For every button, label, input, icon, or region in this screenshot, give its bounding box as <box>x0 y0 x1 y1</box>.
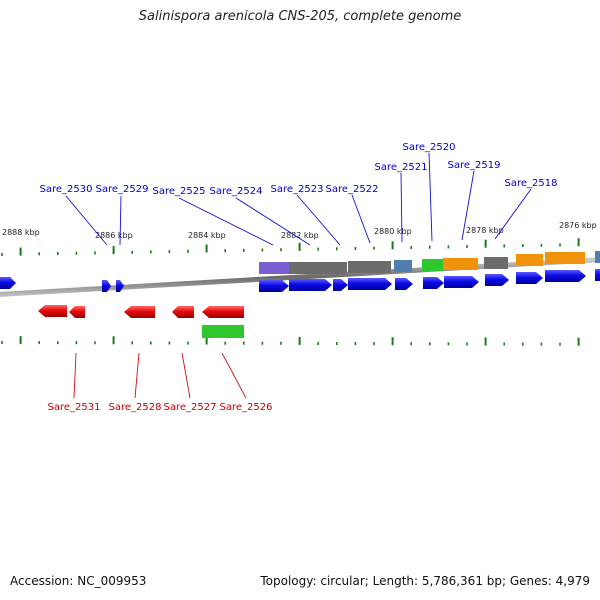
forward-gene-arrow[interactable] <box>0 277 16 289</box>
scale-ticks-top <box>1 238 580 256</box>
feature-band <box>595 251 600 263</box>
reverse-gene-arrow[interactable] <box>172 306 194 318</box>
forward-gene-arrow[interactable] <box>333 279 348 291</box>
forward-gene-arrow[interactable] <box>289 279 332 291</box>
scale-label: 2884 kbp <box>188 231 226 240</box>
forward-gene-arrow[interactable] <box>348 278 392 290</box>
scale-label: 2886 kbp <box>95 231 133 240</box>
scale-label: 2882 kbp <box>281 231 319 240</box>
forward-gene-arrow[interactable] <box>423 277 444 289</box>
feature-band <box>259 262 289 274</box>
feature-band <box>202 325 244 338</box>
forward-callouts <box>65 152 532 246</box>
gene-label[interactable]: Sare_2530 <box>40 184 93 195</box>
forward-gene-arrow[interactable] <box>395 278 413 290</box>
feature-band <box>348 261 391 273</box>
gene-label[interactable]: Sare_2526 <box>220 402 273 413</box>
gene-label[interactable]: Sare_2522 <box>326 184 379 195</box>
feature-band <box>422 259 443 271</box>
forward-gene-arrow[interactable] <box>444 276 479 288</box>
gene-label[interactable]: Sare_2521 <box>375 162 428 173</box>
feature-band <box>289 262 347 274</box>
reverse-gene-arrow[interactable] <box>69 306 85 318</box>
scale-ticks-bottom <box>1 336 580 346</box>
gene-label[interactable]: Sare_2529 <box>96 184 149 195</box>
gene-label[interactable]: Sare_2523 <box>271 184 324 195</box>
scale-label: 2888 kbp <box>2 228 40 237</box>
map-title: Salinispora arenicola CNS-205, complete … <box>138 9 462 24</box>
gene-label[interactable]: Sare_2527 <box>164 402 217 413</box>
forward-gene-arrow[interactable] <box>485 274 509 286</box>
feature-band <box>516 254 543 266</box>
gene-label[interactable]: Sare_2531 <box>48 402 101 413</box>
forward-gene-arrow[interactable] <box>259 280 289 292</box>
feature-band <box>443 258 478 270</box>
gene-label[interactable]: Sare_2528 <box>109 402 162 413</box>
topology-text: Topology: circular; Length: 5,786,361 bp… <box>260 574 590 588</box>
gene-label[interactable]: Sare_2525 <box>153 186 206 197</box>
forward-gene-arrow[interactable] <box>516 272 543 284</box>
forward-gene-arrow[interactable] <box>545 270 586 282</box>
reverse-gene-arrow[interactable] <box>202 306 244 318</box>
forward-gene-arrow[interactable] <box>102 280 111 292</box>
reverse-callouts <box>73 352 247 399</box>
gene-label[interactable]: Sare_2520 <box>403 142 456 153</box>
forward-gene-arrow[interactable] <box>116 280 124 292</box>
gene-label[interactable]: Sare_2524 <box>210 186 263 197</box>
feature-band <box>545 252 585 264</box>
forward-gene-arrow[interactable] <box>595 269 600 281</box>
scale-label: 2878 kbp <box>466 226 504 235</box>
scale-label: 2876 kbp <box>559 221 597 230</box>
accession-text: Accession: NC_009953 <box>10 574 147 588</box>
reverse-gene-arrow[interactable] <box>38 305 67 317</box>
feature-band <box>484 257 508 269</box>
feature-band <box>394 260 412 272</box>
reverse-gene-arrow[interactable] <box>124 306 155 318</box>
scale-label: 2880 kbp <box>374 227 412 236</box>
gene-label[interactable]: Sare_2518 <box>505 178 558 189</box>
gene-label[interactable]: Sare_2519 <box>448 160 501 171</box>
